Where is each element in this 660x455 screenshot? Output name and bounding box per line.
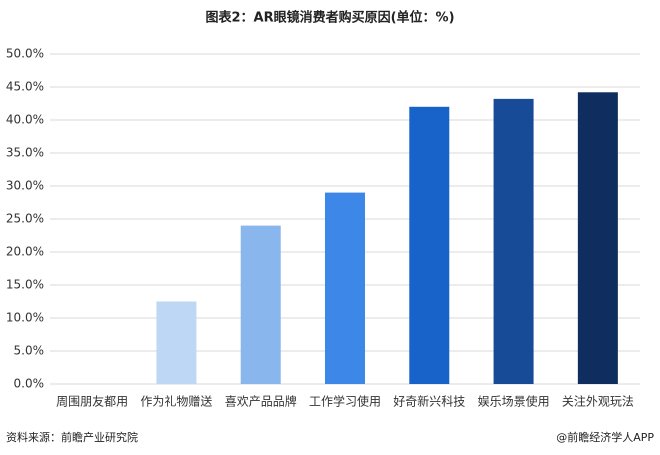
x-tick-label: 关注外观玩法 — [562, 394, 634, 409]
y-tick-label: 40.0% — [6, 113, 44, 127]
y-tick-label: 30.0% — [6, 179, 44, 193]
bar — [493, 98, 534, 384]
x-tick-label: 喜欢产品品牌 — [225, 394, 297, 409]
bar — [325, 192, 365, 384]
x-tick-label: 工作学习使用 — [309, 394, 381, 409]
y-tick-label: 25.0% — [6, 212, 44, 226]
source-note: 资料来源：前瞻产业研究院 — [6, 430, 138, 444]
bar — [240, 225, 281, 384]
y-tick-label: 5.0% — [14, 344, 45, 358]
bar — [156, 301, 197, 384]
y-tick-label: 10.0% — [6, 311, 44, 325]
bar — [577, 92, 618, 384]
chart-title: 图表2：AR眼镜消费者购买原因(单位：%) — [205, 10, 454, 26]
y-tick-label: 45.0% — [6, 80, 44, 94]
brand-note: @前瞻经济学人APP — [556, 430, 654, 444]
y-tick-label: 20.0% — [6, 245, 44, 259]
y-tick-label: 0.0% — [14, 377, 45, 391]
y-tick-label: 35.0% — [6, 146, 44, 160]
y-tick-label: 15.0% — [6, 278, 44, 292]
y-tick-label: 50.0% — [6, 47, 44, 61]
x-tick-label: 娱乐场景使用 — [478, 394, 550, 409]
x-tick-label: 好奇新兴科技 — [393, 394, 465, 409]
x-tick-label: 作为礼物赠送 — [140, 394, 212, 409]
x-tick-label: 周围朋友都用 — [56, 395, 128, 409]
bar — [409, 106, 450, 385]
